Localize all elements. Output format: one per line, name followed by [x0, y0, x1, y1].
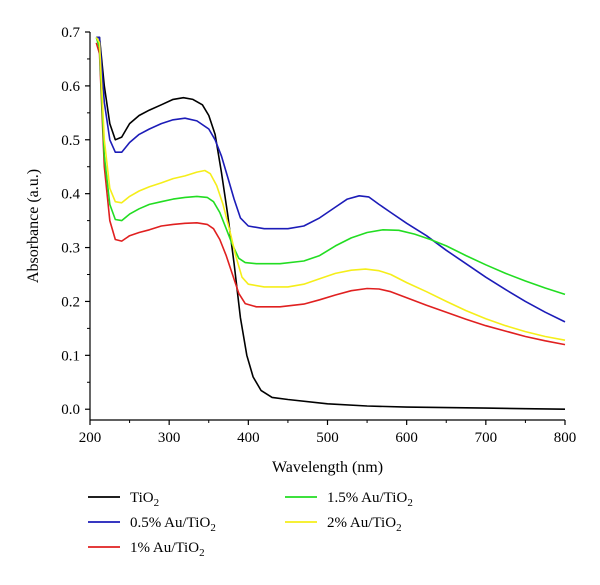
legend-item: 1.5% Au/TiO2	[285, 490, 413, 509]
series-line	[96, 36, 566, 323]
legend-item: 2% Au/TiO2	[285, 515, 402, 534]
legend-item: 0.5% Au/TiO2	[88, 515, 216, 534]
legend-label: TiO2	[130, 490, 159, 509]
y-tick-label: 0.5	[61, 133, 80, 149]
series-line	[95, 36, 566, 341]
axes	[85, 31, 566, 425]
x-tick-label: 700	[475, 430, 498, 446]
series-line	[95, 37, 566, 296]
legend-label: 1% Au/TiO2	[130, 540, 205, 559]
x-tick-label: 800	[554, 430, 577, 446]
y-axis-title: Absorbance (a.u.)	[25, 169, 42, 283]
y-tick-label: 0.3	[61, 241, 80, 257]
x-tick-label: 200	[79, 430, 102, 446]
y-tick-label: 0.4	[61, 187, 80, 203]
legend-item: 1% Au/TiO2	[88, 540, 205, 559]
y-tick-label: 0.6	[61, 79, 80, 95]
y-tick-label: 0.0	[61, 402, 80, 418]
y-tick-label: 0.1	[61, 348, 80, 364]
axis-labels: 200 300 400 500 600 700 800 0.0 0.1 0.2 0.3 0.4 0.5 0…	[25, 25, 576, 476]
x-tick-label: 600	[395, 430, 418, 446]
legend-label: 1.5% Au/TiO2	[327, 490, 413, 509]
x-tick-label: 400	[237, 430, 260, 446]
series-lines	[95, 36, 566, 410]
legend-label: 2% Au/TiO2	[327, 515, 402, 534]
y-tick-label: 0.2	[61, 294, 80, 310]
series-line	[96, 36, 566, 410]
x-tick-label: 500	[316, 430, 339, 446]
y-tick-label: 0.7	[61, 25, 80, 41]
x-tick-label: 300	[158, 430, 181, 446]
legend-label: 0.5% Au/TiO2	[130, 515, 216, 534]
series-line	[95, 42, 566, 346]
x-axis-title: Wavelength (nm)	[272, 459, 383, 476]
legend-item: TiO2	[88, 490, 159, 509]
legend: TiO2 0.5% Au/TiO2 1% Au/TiO2 1.5% Au/TiO2 2%…	[88, 490, 413, 559]
